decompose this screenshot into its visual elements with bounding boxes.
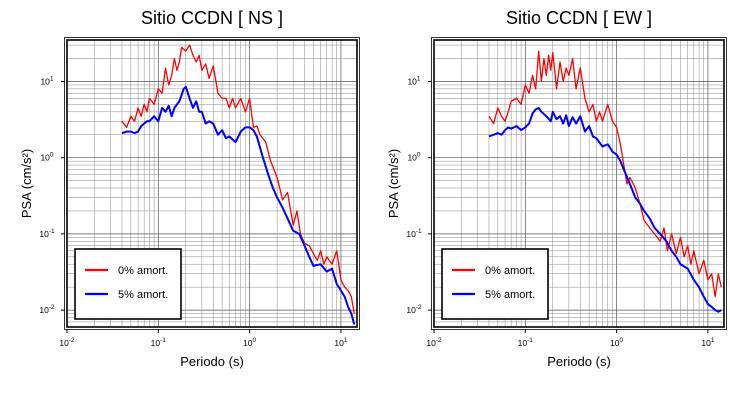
legend-label: 0% amort. [485,265,535,277]
legend-label: 5% amort. [118,289,168,301]
y-tick-label: 101 [407,75,420,86]
y-tick-label: 10-1 [39,228,55,239]
series-line-0pct [488,50,722,298]
x-tick-label: 10-2 [426,337,442,348]
plot-frame [433,39,725,328]
x-tick-label: 100 [610,337,623,348]
plot-frame-outer [64,37,360,330]
x-tick-label: 10-2 [59,337,75,348]
y-tick-label: 10-2 [406,304,422,315]
legend-label: 5% amort. [485,289,535,301]
y-tick-label: 101 [40,75,53,86]
y-axis-label: PSA (cm/s²) [19,149,34,218]
x-tick-label: 101 [334,337,347,348]
plot-frame-outer [431,37,727,330]
plot-frame [66,39,358,328]
x-tick-label: 101 [701,337,714,348]
chart-title: Sitio CCDN [ EW ] [506,8,652,28]
y-tick-label: 100 [40,152,53,163]
legend-box [441,248,549,320]
legend: 0% amort. 5% amort. [74,248,182,320]
chart-panel-1: 10-2 10-1 100 101 10-2 10-1 100 101 Sitio CCDN [… [19,8,360,369]
legend: 0% amort. 5% amort. [441,248,549,320]
legend-box [74,248,182,320]
y-axis-label: PSA (cm/s²) [386,149,401,218]
series-line-5pct [121,85,356,325]
chart-title: Sitio CCDN [ NS ] [141,8,283,28]
y-tick-label: 100 [407,152,420,163]
x-tick-label: 10-1 [518,337,534,348]
x-axis-label: Periodo (s) [180,354,244,369]
legend-label: 0% amort. [118,265,168,277]
y-tick-label: 10-2 [39,304,55,315]
x-axis-label: Periodo (s) [547,354,611,369]
chart-panel-2: 10-2 10-1 100 101 10-2 10-1 100 101 Sitio CCDN [… [386,8,727,369]
series-line-0pct [121,44,355,314]
series-line-5pct [488,106,722,313]
x-tick-label: 100 [243,337,256,348]
x-tick-label: 10-1 [151,337,167,348]
y-tick-label: 10-1 [406,228,422,239]
